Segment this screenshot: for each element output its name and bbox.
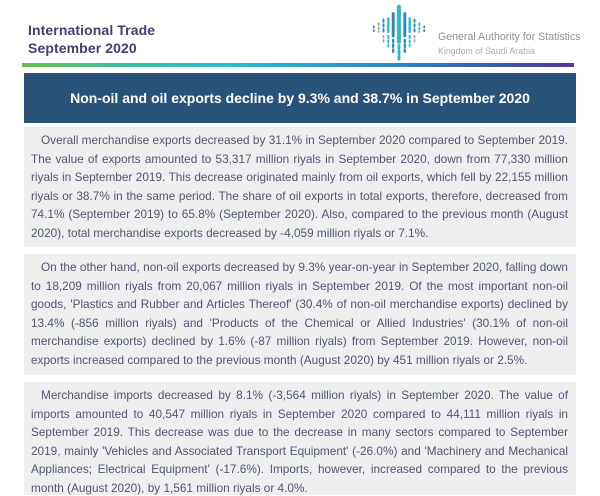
org-name: General Authority for Statistics [438,31,581,43]
report-title: International Trade [28,22,156,38]
headline-text: Non-oil and oil exports decline by 9.3% … [70,90,530,106]
statistics-wave-bars-icon [373,4,425,61]
gradient-divider [22,63,574,67]
report-header-title: International Trade September 2020 [28,21,155,57]
summary-paragraph-imports: Merchandise imports decreased by 8.1% (-… [24,382,576,495]
org-identity: General Authority for Statistics Kingdom… [438,31,581,57]
gastat-logo [368,1,430,63]
headline-banner: Non-oil and oil exports decline by 9.3% … [24,73,576,123]
org-tagline: Kingdom of Saudi Arabia [438,46,535,56]
summary-paragraph-non-oil-exports: On the other hand, non-oil exports decre… [24,254,576,375]
report-period: September 2020 [28,40,137,56]
summary-paragraph-exports: Overall merchandise exports decreased by… [24,127,576,247]
